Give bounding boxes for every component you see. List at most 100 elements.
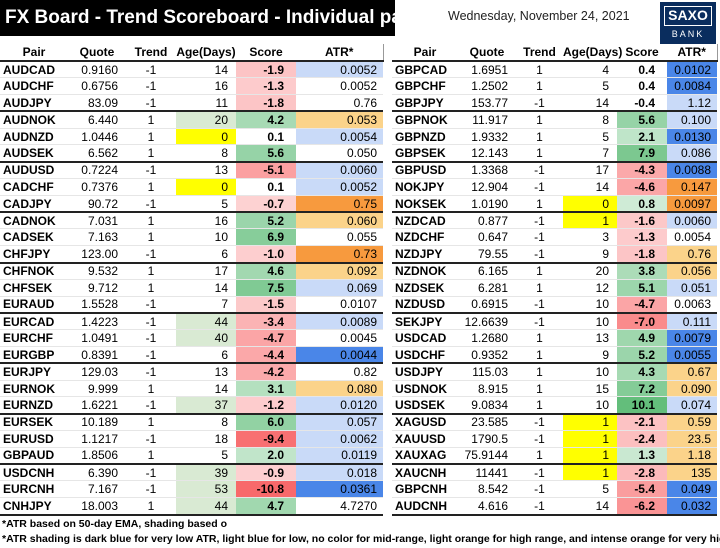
cell-atr: 0.59 — [667, 412, 717, 432]
cell-age: 40 — [176, 329, 236, 348]
cell-atr: 0.0089 — [296, 311, 383, 331]
cell-score: 6.0 — [236, 412, 296, 432]
cell-pair: GBPAUD — [0, 447, 68, 465]
cell-trend: -1 — [516, 296, 563, 314]
cell-score: -2.8 — [617, 463, 667, 482]
logo-line1: SAXO — [664, 6, 712, 26]
cell-score: -5.4 — [617, 480, 667, 499]
table-row: CADSEK 7.163 1 10 6.9 0.055 — [0, 228, 383, 247]
cell-trend: -1 — [516, 160, 563, 180]
cell-score: -1.0 — [236, 245, 296, 264]
cell-quote: 129.03 — [68, 362, 126, 381]
table-row: NZDSEK 6.281 1 12 5.1 0.051 — [392, 279, 717, 297]
cell-score: 0.4 — [617, 77, 667, 96]
table-row: GBPAUD 1.8506 1 5 2.0 0.0119 — [0, 447, 383, 465]
cell-trend: 1 — [126, 261, 176, 280]
cell-atr: 0.0088 — [667, 160, 717, 180]
table-row: GBPNZD 1.9332 1 5 2.1 0.0130 — [392, 128, 717, 146]
cell-quote: 83.09 — [68, 94, 126, 112]
cell-age: 17 — [176, 261, 236, 280]
cell-age: 10 — [563, 311, 617, 331]
cell-atr: 0.080 — [296, 380, 383, 398]
cell-atr: 0.086 — [667, 144, 717, 163]
cell-atr: 0.76 — [296, 94, 383, 112]
cell-quote: 1.3368 — [458, 160, 516, 180]
table-row: EURCHF 1.0491 -1 40 -4.7 0.0045 — [0, 329, 383, 348]
cell-atr: 0.049 — [667, 480, 717, 499]
cell-atr: 135 — [667, 463, 717, 482]
cell-pair: EURSEK — [0, 412, 68, 432]
cell-atr: 0.0079 — [667, 329, 717, 348]
table-row: USDJPY 115.03 1 10 4.3 0.67 — [392, 362, 717, 381]
cell-trend: -1 — [516, 245, 563, 264]
table-row: AUDCHF 0.6756 -1 16 -1.3 0.0052 — [0, 77, 383, 96]
cell-quote: 1.2502 — [458, 77, 516, 96]
cell-atr: 1.12 — [667, 94, 717, 112]
cell-age: 1 — [563, 430, 617, 448]
cell-atr: 1.18 — [667, 447, 717, 465]
cell-quote: 1.4223 — [68, 311, 126, 331]
cell-atr: 0.67 — [667, 362, 717, 381]
cell-atr: 0.092 — [296, 261, 383, 280]
cell-atr: 0.0052 — [296, 178, 383, 196]
cell-quote: 75.9144 — [458, 447, 516, 465]
cell-pair: USDNOK — [392, 380, 458, 398]
cell-pair: GBPUSD — [392, 160, 458, 180]
cell-atr: 0.73 — [296, 245, 383, 264]
cell-age: 44 — [176, 497, 236, 516]
cell-quote: 1.5528 — [68, 296, 126, 314]
cell-pair: AUDJPY — [0, 94, 68, 112]
table-row: CNHJPY 18.003 1 44 4.7 4.7270 — [0, 497, 383, 516]
cell-score: -0.4 — [617, 94, 667, 112]
table-row: USDCHF 0.9352 1 9 5.2 0.0055 — [392, 346, 717, 364]
cell-atr: 0.0054 — [667, 228, 717, 247]
cell-trend: -1 — [516, 211, 563, 230]
cell-quote: 9.999 — [68, 380, 126, 398]
cell-pair: NZDCAD — [392, 211, 458, 230]
cell-trend: -1 — [126, 245, 176, 264]
cell-pair: AUDNZD — [0, 128, 68, 146]
cell-trend: -1 — [516, 412, 563, 432]
table-row: AUDCNH 4.616 -1 14 -6.2 0.032 — [392, 497, 717, 516]
cell-quote: 1.0446 — [68, 128, 126, 146]
cell-quote: 1.8506 — [68, 447, 126, 465]
cell-trend: -1 — [126, 430, 176, 448]
cell-score: 2.1 — [617, 128, 667, 146]
cell-trend: 1 — [126, 380, 176, 398]
cell-age: 14 — [563, 178, 617, 196]
cell-atr: 0.82 — [296, 362, 383, 381]
cell-atr: 0.074 — [667, 396, 717, 415]
table-row: XAUCNH 11441 -1 1 -2.8 135 — [392, 463, 717, 482]
cell-score: 2.0 — [236, 447, 296, 465]
cell-pair: CNHJPY — [0, 497, 68, 516]
cell-score: 5.2 — [617, 346, 667, 364]
cell-pair: NOKJPY — [392, 178, 458, 196]
cell-trend: 1 — [516, 329, 563, 348]
cell-atr: 0.060 — [296, 211, 383, 230]
cell-age: 8 — [176, 412, 236, 432]
cell-score: -5.1 — [236, 160, 296, 180]
logo-line2: BANK — [671, 29, 705, 39]
header-quote: Quote — [68, 44, 126, 62]
cell-score: -4.7 — [236, 329, 296, 348]
cell-quote: 0.877 — [458, 211, 516, 230]
table-row: NZDJPY 79.55 -1 9 -1.8 0.76 — [392, 245, 717, 264]
cell-score: -4.4 — [236, 346, 296, 364]
cell-trend: -1 — [516, 463, 563, 482]
cell-age: 0 — [563, 195, 617, 213]
header-atr: ATR* — [667, 44, 718, 62]
cell-age: 13 — [176, 160, 236, 180]
cell-pair: XAUUSD — [392, 430, 458, 448]
cell-age: 14 — [176, 61, 236, 79]
cell-score: -1.3 — [617, 228, 667, 247]
header-quote: Quote — [458, 44, 516, 62]
cell-quote: 123.00 — [68, 245, 126, 264]
cell-atr: 0.055 — [296, 228, 383, 247]
cell-trend: -1 — [126, 362, 176, 381]
cell-age: 5 — [563, 480, 617, 499]
cell-atr: 0.053 — [296, 110, 383, 129]
table-row: XAGUSD 23.585 -1 1 -2.1 0.59 — [392, 412, 717, 432]
cell-atr: 0.0054 — [296, 128, 383, 146]
table-row: GBPCNH 8.542 -1 5 -5.4 0.049 — [392, 480, 717, 499]
cell-age: 9 — [563, 245, 617, 264]
